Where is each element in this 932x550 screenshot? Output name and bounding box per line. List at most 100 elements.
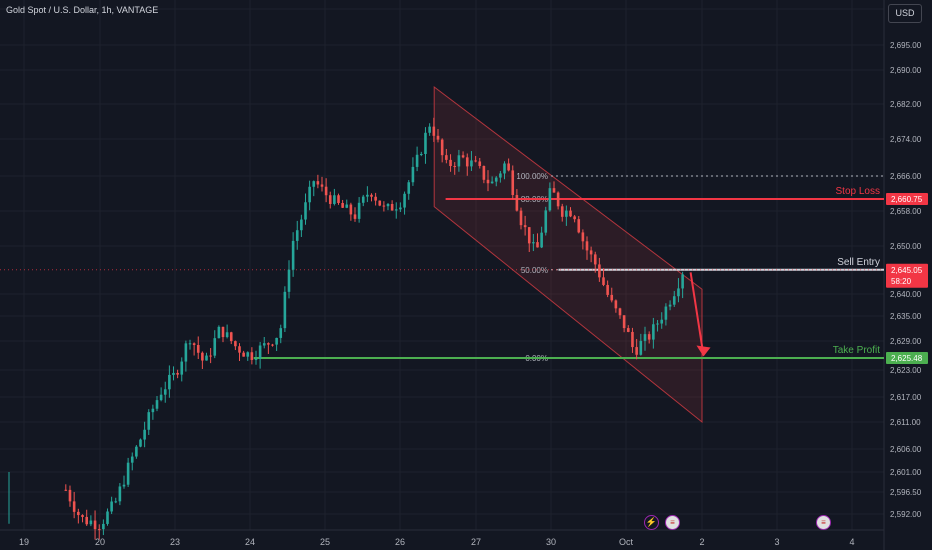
price-axis-label: 2,596.50 <box>890 488 922 497</box>
candle-body <box>333 195 336 204</box>
candle-body <box>316 181 320 185</box>
candle-body <box>242 352 245 357</box>
candle-body <box>631 331 634 348</box>
price-marker-countdown: 58:20 <box>891 277 912 286</box>
time-axis-label: 3 <box>774 537 779 547</box>
candle-body <box>532 242 535 244</box>
descending-channel <box>433 85 703 424</box>
candle-body <box>225 332 229 338</box>
candle-body <box>283 291 287 329</box>
candle-body <box>370 194 373 197</box>
price-axis-label: 2,674.00 <box>890 135 922 144</box>
time-axis-label: 4 <box>849 537 854 547</box>
candle-body <box>681 274 684 289</box>
candle-body <box>647 334 651 340</box>
candle-body <box>399 207 402 210</box>
candle-body <box>320 184 324 187</box>
candle-body <box>258 345 262 359</box>
candle-body <box>304 202 307 220</box>
candle-body <box>64 489 68 491</box>
candle-body <box>415 154 419 167</box>
candle-body <box>312 181 316 187</box>
candle-body <box>527 227 531 244</box>
candle-body <box>341 202 344 208</box>
candle-body <box>419 153 423 155</box>
fib-level-label: 50.00% <box>521 266 548 275</box>
event-lightning-icon[interactable]: ⚡ <box>644 515 659 530</box>
candle-body <box>560 206 564 217</box>
price-axis-label: 2,690.00 <box>890 66 922 75</box>
candle-body <box>147 412 151 430</box>
price-marker <box>886 352 928 365</box>
trade-level-label: Take Profit <box>833 345 880 356</box>
currency-selector[interactable]: USD <box>888 4 922 23</box>
candle-body <box>602 277 605 285</box>
candle-body <box>155 400 159 409</box>
candle-body <box>523 225 527 228</box>
candle-body <box>503 163 506 174</box>
candle-body <box>407 182 411 194</box>
candle-body <box>453 166 457 168</box>
candle-body <box>470 160 473 167</box>
candle-body <box>176 372 179 375</box>
candle-body <box>445 155 448 160</box>
candle-body <box>403 193 406 208</box>
candle-body <box>262 343 266 346</box>
candle-body <box>664 306 668 320</box>
candle-body <box>486 179 490 184</box>
candle-body <box>507 163 510 171</box>
candle-body <box>610 294 614 301</box>
candle-body <box>424 132 427 154</box>
price-marker <box>886 192 928 205</box>
trade-level-label: Sell Entry <box>837 257 880 268</box>
candle-body <box>556 192 560 207</box>
candle-body <box>135 446 138 457</box>
price-axis-label: 2,650.00 <box>890 242 922 251</box>
candle-body <box>511 170 515 196</box>
us-flag-icon-2[interactable]: ≡ <box>816 515 831 530</box>
us-flag-icon[interactable]: ≡ <box>665 515 680 530</box>
candle-body <box>110 501 113 512</box>
trade-level-label: Stop Loss <box>836 186 880 197</box>
time-axis-label: 2 <box>699 537 704 547</box>
candle-body <box>652 324 655 340</box>
candle-body <box>519 210 523 226</box>
candle-body <box>474 160 477 162</box>
price-marker-label: 2,660.75 <box>891 195 923 204</box>
candle-body <box>677 288 680 297</box>
price-axis-label: 2,666.00 <box>890 172 922 181</box>
candle-body <box>449 159 452 167</box>
target-arrow <box>689 272 705 356</box>
candle-body <box>213 338 217 356</box>
candle-body <box>622 315 626 329</box>
candle-body <box>411 166 415 183</box>
candle-body <box>324 186 328 196</box>
time-axis-label: Oct <box>619 537 634 547</box>
candle-body <box>328 195 332 204</box>
price-axis-label: 2,617.00 <box>890 393 922 402</box>
candle-body <box>68 489 72 502</box>
candle-body <box>163 389 167 395</box>
candle-body <box>234 341 237 347</box>
candle-body <box>118 486 122 502</box>
candle-body <box>428 126 431 133</box>
candle-body <box>606 284 609 295</box>
price-axis-label: 2,695.00 <box>890 41 922 50</box>
candle-body <box>238 346 241 353</box>
candle-body <box>205 355 208 361</box>
candle-body <box>114 501 118 503</box>
candle-body <box>254 358 258 360</box>
candle-body <box>432 126 436 136</box>
price-axis-label: 2,606.00 <box>890 445 922 454</box>
time-axis-label: 26 <box>395 537 405 547</box>
fib-level-label: 100.00% <box>516 172 548 181</box>
price-axis-label: 2,658.00 <box>890 207 922 216</box>
candle-body <box>229 332 233 342</box>
candle-body <box>361 196 365 203</box>
candle-body <box>378 200 382 206</box>
candle-body <box>573 216 576 220</box>
candle-body <box>72 501 76 512</box>
candle-body <box>618 308 622 316</box>
candle-body <box>89 520 93 525</box>
